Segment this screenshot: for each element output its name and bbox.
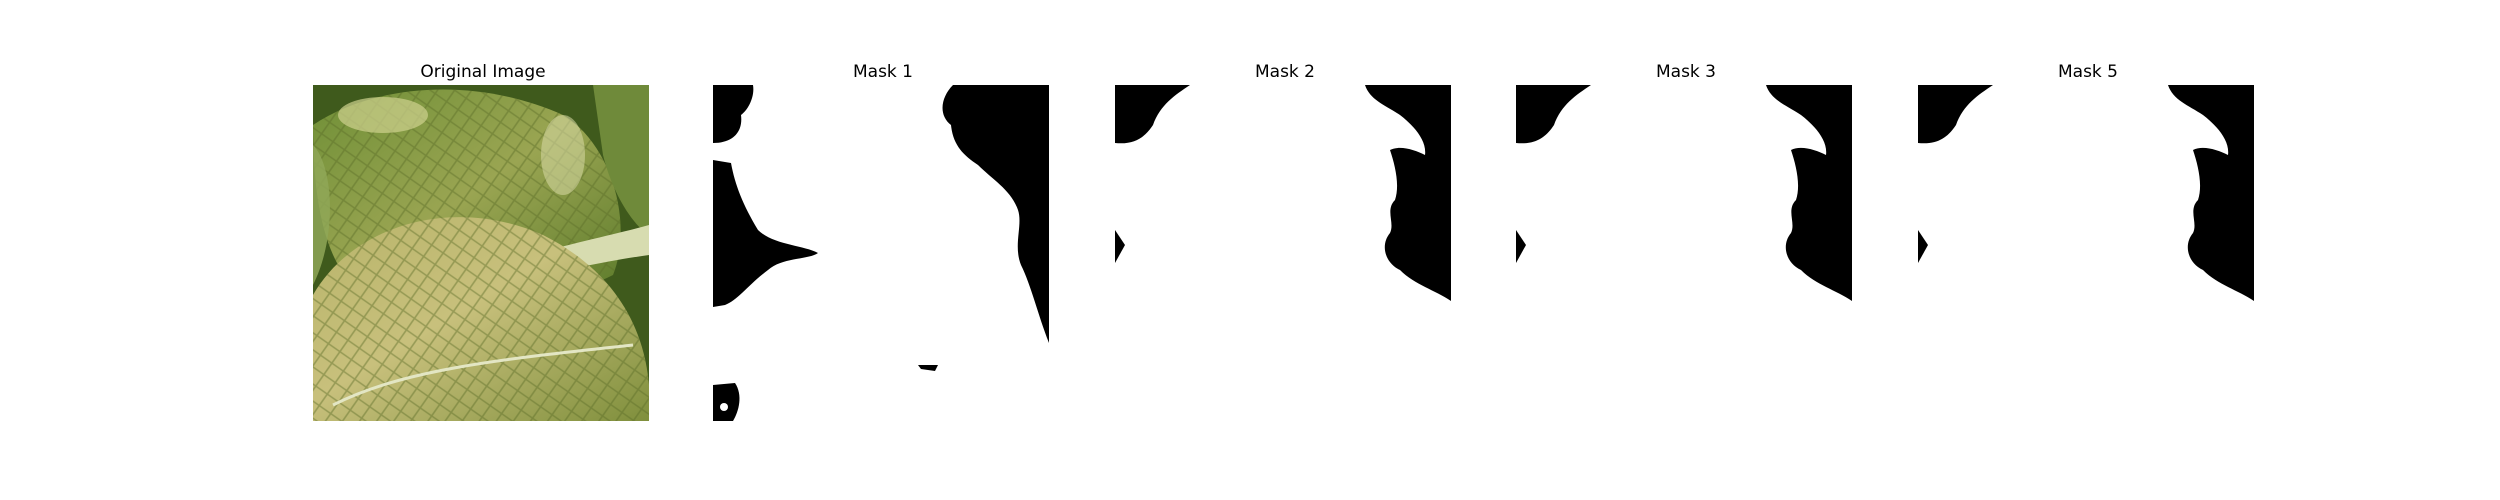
panel-title: Original Image (420, 62, 546, 82)
mask-5-image (1918, 85, 2254, 421)
panel-title: Mask 2 (1254, 62, 1315, 82)
panel-mask-3: Mask 3 (1516, 60, 1856, 421)
panel-title: Mask 1 (852, 62, 913, 82)
panel-title: Mask 5 (2057, 62, 2118, 82)
panel-mask-2: Mask 2 (1115, 60, 1455, 421)
panel-mask-5: Mask 5 (1918, 60, 2258, 421)
original-leaf-photo (313, 85, 649, 421)
mask-2-image (1115, 85, 1451, 421)
mask-1-image (713, 85, 1049, 421)
mask-3-image (1516, 85, 1852, 421)
panel-original-image: Original Image (313, 60, 653, 421)
panel-title: Mask 3 (1655, 62, 1716, 82)
panel-mask-1: Mask 1 (713, 60, 1053, 421)
